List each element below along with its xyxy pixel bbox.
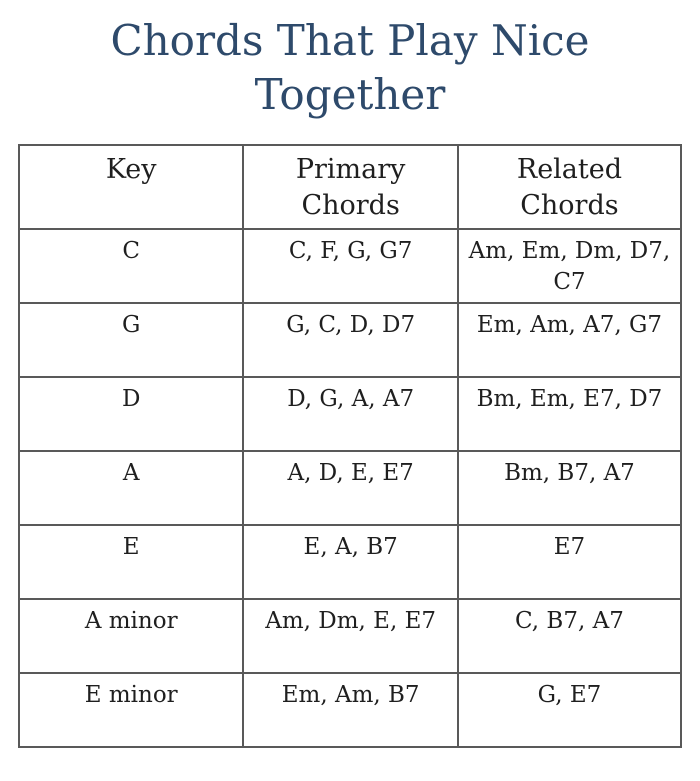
column-header-key: Key — [17, 143, 245, 231]
key-cell: A — [17, 450, 245, 527]
table-header: Key Primary Chords Related Chords — [17, 143, 683, 231]
primary-chords-cell: Em, Am, B7 — [242, 672, 459, 749]
primary-chords-cell: Am, Dm, E, E7 — [242, 598, 459, 675]
chords-table: Key Primary Chords Related Chords C C, F… — [17, 143, 683, 749]
column-header-related-chords: Related Chords — [456, 143, 683, 231]
key-cell: E — [17, 524, 245, 601]
primary-chords-cell: G, C, D, D7 — [242, 302, 459, 379]
column-header-related-chords-label: Related Chords — [516, 153, 623, 221]
primary-chords-cell: E, A, B7 — [242, 524, 459, 601]
table-row: A A, D, E, E7 Bm, B7, A7 — [17, 450, 683, 527]
table-row: G G, C, D, D7 Em, Am, A7, G7 — [17, 302, 683, 379]
related-chords-cell: Am, Em, Dm, D7, C7 — [456, 228, 683, 305]
table-row: A minor Am, Dm, E, E7 C, B7, A7 — [17, 598, 683, 675]
column-header-primary-chords-label: Primary Chords — [295, 153, 406, 221]
table-row: D D, G, A, A7 Bm, Em, E7, D7 — [17, 376, 683, 453]
key-cell: C — [17, 228, 245, 305]
related-chords-cell: Bm, B7, A7 — [456, 450, 683, 527]
key-cell: A minor — [17, 598, 245, 675]
column-header-key-label: Key — [105, 153, 157, 185]
related-chords-cell: E7 — [456, 524, 683, 601]
primary-chords-cell: C, F, G, G7 — [242, 228, 459, 305]
key-cell: D — [17, 376, 245, 453]
related-chords-cell: Bm, Em, E7, D7 — [456, 376, 683, 453]
related-chords-cell: C, B7, A7 — [456, 598, 683, 675]
key-cell: G — [17, 302, 245, 379]
header-row: Key Primary Chords Related Chords — [17, 143, 683, 231]
table-row: C C, F, G, G7 Am, Em, Dm, D7, C7 — [17, 228, 683, 305]
table-body: C C, F, G, G7 Am, Em, Dm, D7, C7 G G, C,… — [17, 228, 683, 749]
primary-chords-cell: D, G, A, A7 — [242, 376, 459, 453]
primary-chords-cell: A, D, E, E7 — [242, 450, 459, 527]
table-row: E minor Em, Am, B7 G, E7 — [17, 672, 683, 749]
related-chords-cell: G, E7 — [456, 672, 683, 749]
related-chords-cell: Em, Am, A7, G7 — [456, 302, 683, 379]
column-header-primary-chords: Primary Chords — [242, 143, 459, 231]
page-title: Chords That Play Nice Together — [110, 16, 590, 119]
table-row: E E, A, B7 E7 — [17, 524, 683, 601]
key-cell: E minor — [17, 672, 245, 749]
